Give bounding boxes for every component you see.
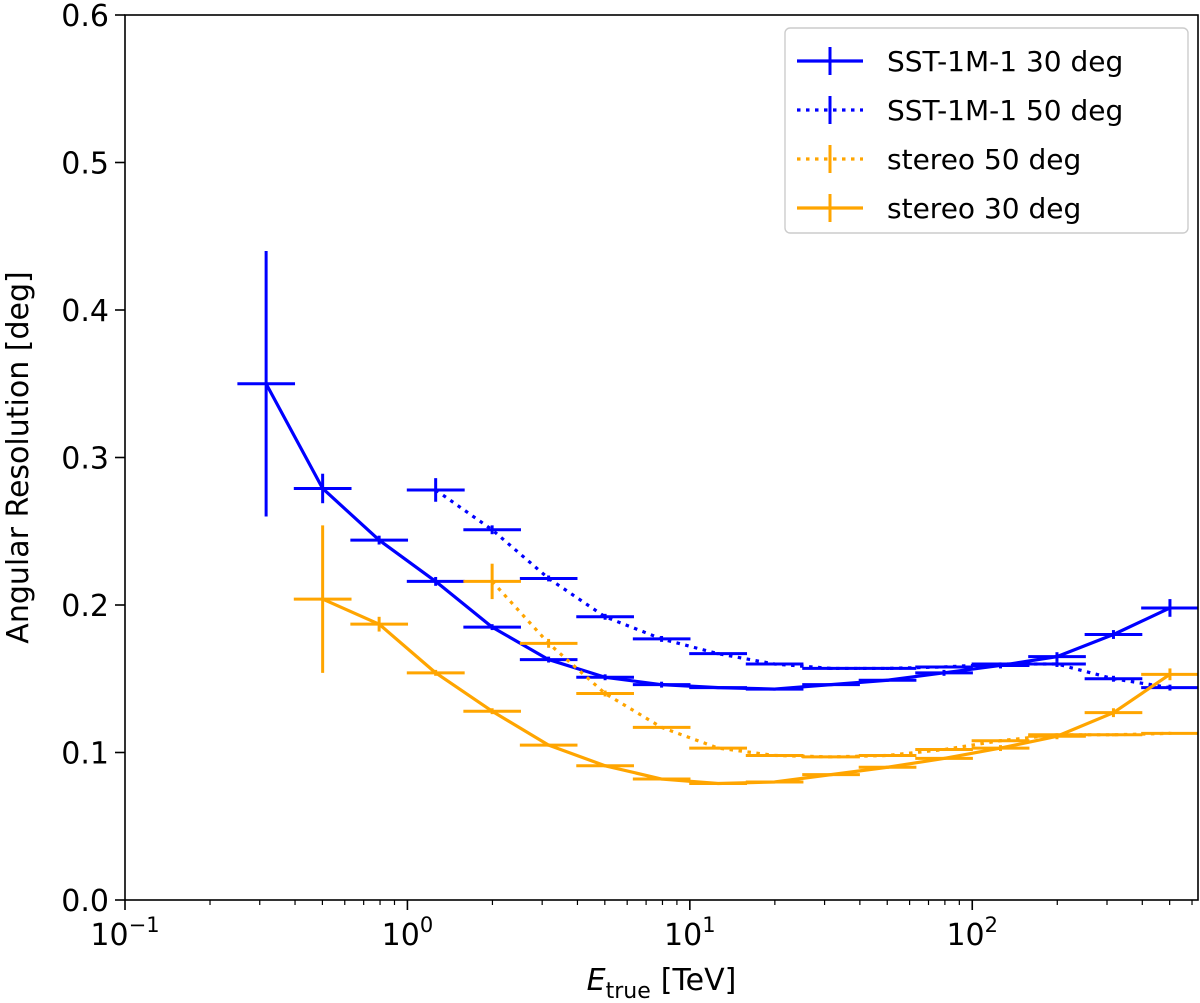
legend: SST-1M-1 30 deg SST-1M-1 50 deg stereo 50 …	[784, 27, 1189, 234]
series-3	[293, 525, 1198, 786]
x-tick-base: 10	[90, 918, 128, 953]
y-tick-label: 0.6	[61, 0, 109, 34]
x-axis-label-sub: true	[606, 979, 651, 1003]
series-line	[434, 488, 1171, 690]
y-axis-ticks: 0.0 0.1 0.2 0.3 0.4 0.5 0.6	[61, 0, 125, 919]
x-tick-base: 10	[946, 918, 984, 953]
x-tick-exponent: 1	[702, 913, 715, 937]
x-axis-label-main: E	[587, 963, 606, 998]
x-tick-base: 10	[382, 918, 420, 953]
y-tick-label: 0.5	[61, 147, 109, 182]
legend-entry-label: stereo 50 deg	[887, 143, 1081, 176]
x-tick-base: 10	[664, 918, 702, 953]
legend-entry-label: SST-1M-1 30 deg	[887, 45, 1123, 78]
x-axis-label-unit: [TeV]	[661, 963, 737, 998]
y-tick-label: 0.2	[61, 589, 109, 624]
y-tick-label: 0.1	[61, 737, 109, 772]
x-tick-label: 10−1	[90, 913, 159, 953]
y-tick-label: 0.4	[61, 294, 109, 329]
x-tick-label: 101	[664, 913, 716, 953]
x-tick-label: 102	[946, 913, 998, 953]
x-tick-label: 100	[382, 913, 434, 953]
legend-entry-label: stereo 30 deg	[887, 192, 1081, 225]
x-tick-exponent: −1	[129, 913, 160, 937]
legend-box	[784, 27, 1189, 234]
plot-area	[237, 251, 1198, 786]
x-tick-exponent: 2	[985, 913, 998, 937]
y-axis-label: Angular Resolution [deg]	[1, 271, 36, 643]
series-1	[406, 478, 1198, 691]
x-axis-label: Etrue [TeV]	[587, 963, 737, 1003]
x-axis-ticks: 10−1 100 101 102	[90, 900, 1193, 953]
legend-entry-label: SST-1M-1 50 deg	[887, 94, 1123, 127]
y-tick-label: 0.3	[61, 442, 109, 477]
x-tick-exponent: 0	[420, 913, 433, 937]
y-tick-label: 0.0	[61, 884, 109, 919]
